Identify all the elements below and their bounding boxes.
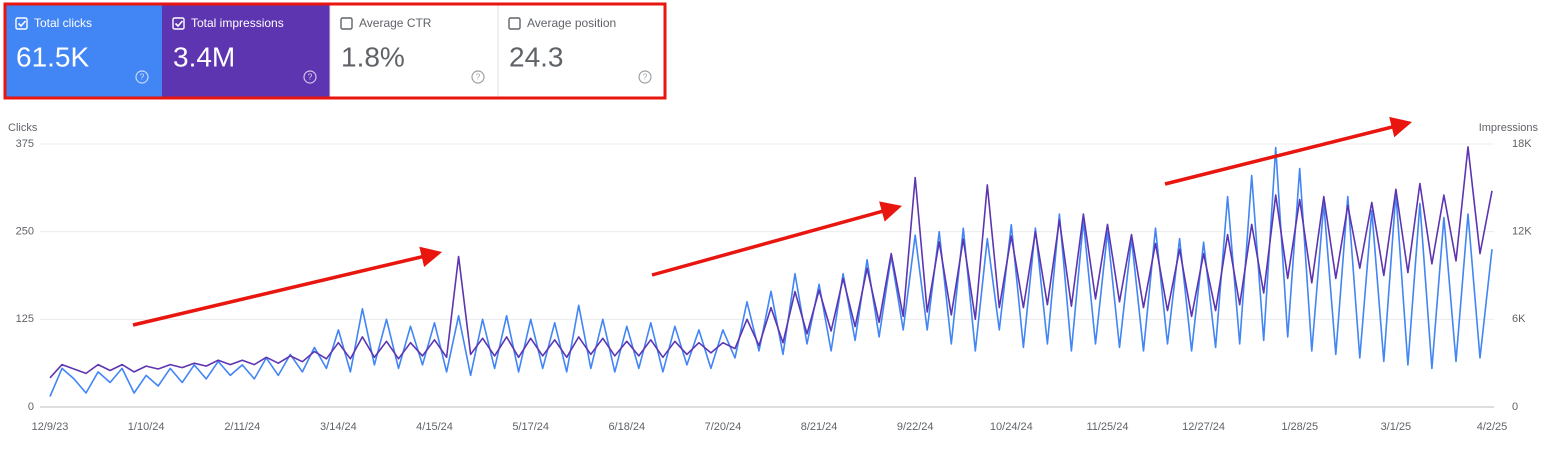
help-icon-mark: ? <box>643 73 648 82</box>
checkmark <box>17 20 27 28</box>
x-tick-label: 10/24/24 <box>990 421 1033 433</box>
x-tick-label: 11/25/24 <box>1086 421 1128 433</box>
help-icon-mark: ? <box>308 73 313 82</box>
y2-tick-label: 12K <box>1512 226 1532 238</box>
y-axis-title: Clicks <box>8 122 38 134</box>
help-icon <box>303 70 317 84</box>
data-line <box>49 146 1493 379</box>
metric-value: 3.4M <box>173 41 235 72</box>
card-background <box>5 4 162 98</box>
x-tick-label: 1/10/24 <box>128 421 165 433</box>
card-background <box>162 4 330 98</box>
y-tick-label: 0 <box>28 401 34 413</box>
x-tick-label: 2/11/24 <box>224 421 260 433</box>
y2-tick-label: 18K <box>1512 138 1532 150</box>
y2-tick-label: 0 <box>1512 401 1518 413</box>
arrow <box>1164 116 1413 186</box>
metric-value: 1.8% <box>341 41 405 72</box>
x-tick-label: 4/2/25 <box>1477 421 1508 433</box>
annotations <box>132 116 1413 327</box>
checkmark <box>174 20 184 28</box>
x-tick-label: 4/15/24 <box>416 421 453 433</box>
metric-value: 61.5K <box>16 41 89 72</box>
help-icon <box>471 70 485 84</box>
x-tick-label: 3/1/25 <box>1381 421 1412 433</box>
metric-card[interactable]: Average position 24.3? <box>497 3 666 99</box>
y-tick-label: 375 <box>16 138 34 150</box>
metric-value: 24.3 <box>509 41 564 72</box>
arrow <box>132 246 443 327</box>
metric-card[interactable]: Average CTR 1.8%? <box>329 3 499 99</box>
checkbox[interactable] <box>15 17 28 30</box>
checkbox[interactable] <box>172 17 185 30</box>
help-icon <box>135 70 149 84</box>
metric-label: Total clicks <box>34 16 92 30</box>
data-line <box>49 146 1493 397</box>
metric-card[interactable]: Total clicks 61.5K? <box>5 4 162 98</box>
x-tick-label: 7/20/24 <box>705 421 742 433</box>
help-icon <box>638 70 652 84</box>
metric-card[interactable]: Total impressions 3.4M? <box>162 4 330 98</box>
highlight-box <box>3 2 667 100</box>
x-tick-label: 5/17/24 <box>512 421 549 433</box>
x-tick-label: 1/28/25 <box>1281 421 1318 433</box>
y2-tick-label: 6K <box>1512 313 1526 325</box>
y-tick-label: 250 <box>16 226 34 238</box>
metric-label: Average CTR <box>359 16 432 30</box>
x-tick-label: 12/27/24 <box>1182 421 1225 433</box>
metric-cards: Total clicks 61.5K? Total impressions 3.4M?… <box>5 3 666 99</box>
checkbox[interactable] <box>340 17 353 30</box>
y-tick-label: 125 <box>16 313 34 325</box>
checkbox[interactable] <box>508 17 521 30</box>
chart: Clicks Impressions 0 125 250 375 0 6K 12K 18K 12… <box>8 122 1539 433</box>
metric-label: Total impressions <box>191 16 284 30</box>
help-icon-mark: ? <box>476 73 481 82</box>
x-tick-label: 6/18/24 <box>608 421 645 433</box>
x-tick-label: 9/22/24 <box>897 421 934 433</box>
metric-label: Average position <box>527 16 616 30</box>
x-tick-label: 3/14/24 <box>320 421 357 433</box>
help-icon-mark: ? <box>140 73 145 82</box>
y2-axis-title: Impressions <box>1479 122 1539 134</box>
x-tick-label: 12/9/23 <box>32 421 69 433</box>
arrow <box>651 201 903 277</box>
x-tick-label: 8/21/24 <box>801 421 838 433</box>
